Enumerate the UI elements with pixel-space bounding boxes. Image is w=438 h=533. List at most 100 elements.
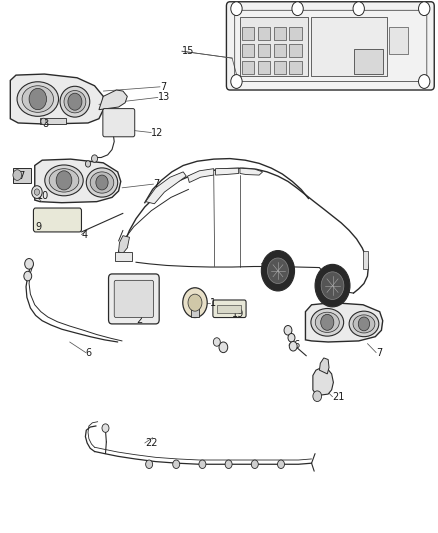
Bar [191,308,199,317]
Text: 7: 7 [376,348,382,358]
Circle shape [41,118,46,125]
Ellipse shape [49,168,79,192]
Bar [274,44,286,57]
Circle shape [321,314,334,330]
Text: 22: 22 [145,438,157,448]
Circle shape [56,171,72,190]
Ellipse shape [60,86,90,117]
Text: 15: 15 [182,46,194,56]
Bar [240,17,307,76]
Circle shape [313,391,321,401]
Polygon shape [305,303,383,342]
Bar [289,44,301,57]
Bar [363,251,368,269]
Polygon shape [119,236,130,254]
Circle shape [292,2,303,15]
Text: 4: 4 [81,230,88,240]
Circle shape [358,317,370,331]
Bar [242,27,254,40]
Circle shape [353,2,364,15]
Circle shape [225,460,232,469]
Ellipse shape [311,309,344,336]
Polygon shape [215,168,239,175]
Bar [311,17,387,76]
Ellipse shape [315,312,339,333]
Circle shape [261,251,294,291]
Text: 2: 2 [136,314,142,325]
Text: 16: 16 [289,340,301,350]
Circle shape [419,2,430,15]
Polygon shape [11,74,103,124]
Ellipse shape [64,91,86,113]
Circle shape [29,88,46,110]
Text: 12: 12 [151,127,164,138]
Circle shape [34,189,39,195]
Circle shape [68,93,82,110]
Circle shape [268,258,288,284]
Polygon shape [313,368,333,395]
Bar [13,167,31,182]
Polygon shape [240,168,263,175]
Bar [115,252,132,261]
Text: 14: 14 [68,176,81,187]
Text: 17: 17 [14,171,26,181]
FancyBboxPatch shape [213,300,246,318]
Text: 7: 7 [160,82,166,92]
Text: 9: 9 [35,222,42,232]
Ellipse shape [353,315,375,333]
Text: 21: 21 [332,392,345,402]
Ellipse shape [90,172,114,193]
Text: 1: 1 [210,297,216,308]
Circle shape [92,155,98,163]
FancyBboxPatch shape [33,208,81,232]
Circle shape [183,288,207,318]
Ellipse shape [349,311,379,337]
Circle shape [102,424,109,432]
Circle shape [188,294,202,311]
Bar [389,27,408,54]
Bar [354,49,383,74]
Circle shape [251,460,258,469]
Bar [258,61,270,74]
Bar [289,61,301,74]
Ellipse shape [22,86,53,112]
Circle shape [278,460,285,469]
Bar [258,27,270,40]
Circle shape [231,75,242,88]
Circle shape [173,460,180,469]
FancyBboxPatch shape [114,280,153,318]
Circle shape [85,161,91,167]
Polygon shape [99,90,127,110]
Circle shape [231,2,242,15]
Polygon shape [187,168,214,182]
Circle shape [289,342,297,351]
Circle shape [284,326,292,335]
Bar [242,44,254,57]
Ellipse shape [45,165,83,196]
Ellipse shape [17,82,59,116]
Bar [274,61,286,74]
Polygon shape [146,172,186,204]
Text: 8: 8 [42,119,48,129]
Circle shape [213,338,220,346]
Bar [242,61,254,74]
Circle shape [25,259,33,269]
Circle shape [96,175,108,190]
Text: 10: 10 [36,191,49,201]
Circle shape [146,460,152,469]
Bar [40,118,66,124]
Circle shape [199,460,206,469]
Circle shape [24,271,32,281]
Polygon shape [319,358,329,374]
FancyBboxPatch shape [103,109,135,137]
FancyBboxPatch shape [226,2,434,90]
Circle shape [315,264,350,307]
Circle shape [419,75,430,88]
Circle shape [219,342,228,353]
Circle shape [13,169,21,180]
Ellipse shape [86,168,118,197]
Text: 13: 13 [158,92,170,102]
FancyBboxPatch shape [109,274,159,324]
Circle shape [32,185,42,198]
Bar [217,305,241,313]
